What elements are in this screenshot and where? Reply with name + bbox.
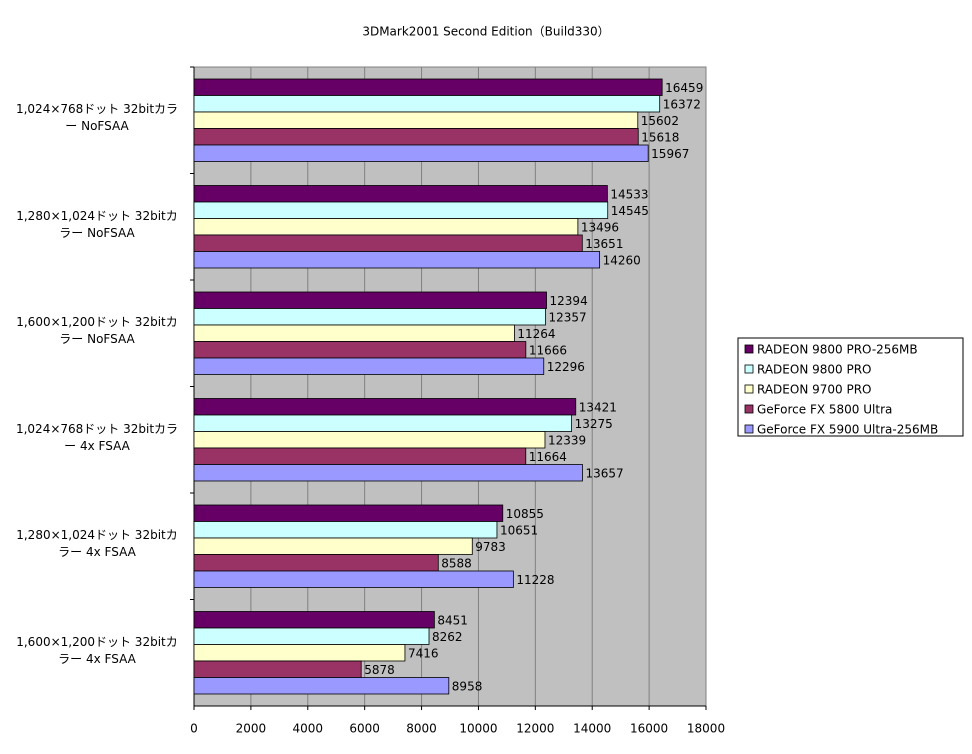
bar <box>193 95 661 113</box>
bar <box>193 677 450 695</box>
bar <box>193 554 439 572</box>
bar <box>193 398 577 416</box>
y-tick-label: 1,280×1,024ドット 32bitカラー 4x FSAA <box>16 528 178 560</box>
value-label: 13651 <box>585 237 623 251</box>
bar <box>193 504 504 522</box>
value-label: 11264 <box>517 327 555 341</box>
value-label: 15967 <box>651 147 689 161</box>
x-tick-label: 18000 <box>687 722 725 736</box>
value-label: 11666 <box>529 343 567 357</box>
value-label: 15618 <box>641 130 679 144</box>
value-label: 14260 <box>603 253 641 267</box>
x-tick-label: 14000 <box>573 722 611 736</box>
value-label: 10855 <box>506 507 544 521</box>
plot-area <box>193 66 707 707</box>
bar <box>193 414 573 432</box>
legend-swatch <box>744 424 754 434</box>
bar <box>193 201 609 219</box>
bar <box>193 291 547 309</box>
chart-title: 3DMark2001 Second Edition（Build330） <box>362 25 609 39</box>
bar <box>193 431 546 449</box>
bar <box>193 341 527 359</box>
bar <box>193 611 435 629</box>
value-label: 5878 <box>364 663 395 677</box>
value-label: 14533 <box>610 187 648 201</box>
bar <box>193 324 515 342</box>
x-tick-label: 10000 <box>459 722 497 736</box>
legend-swatch <box>744 364 754 374</box>
value-label: 8588 <box>441 556 472 570</box>
bar <box>193 464 583 482</box>
legend-label: RADEON 9700 PRO <box>757 383 872 397</box>
value-label: 8262 <box>432 630 463 644</box>
legend-box <box>737 337 964 437</box>
x-tick-label: 16000 <box>630 722 668 736</box>
x-tick-label: 12000 <box>516 722 554 736</box>
value-label: 15602 <box>641 114 679 128</box>
bar <box>193 78 663 96</box>
bar <box>193 128 639 146</box>
value-label: 7416 <box>408 646 439 660</box>
bar <box>193 521 498 539</box>
bar <box>193 111 639 129</box>
bar <box>193 185 608 203</box>
value-label: 12394 <box>550 294 588 308</box>
value-label: 10651 <box>500 523 538 537</box>
value-label: 8451 <box>437 613 468 627</box>
legend-swatch <box>744 344 754 354</box>
value-label: 16459 <box>665 81 703 95</box>
value-label: 13275 <box>575 417 613 431</box>
y-tick-label: 1,280×1,024ドット 32bitカラー NoFSAA <box>16 208 178 240</box>
value-label: 12296 <box>547 360 585 374</box>
legend-label: RADEON 9800 PRO-256MB <box>757 343 918 357</box>
bar <box>193 644 406 662</box>
value-label: 14545 <box>611 204 649 218</box>
bar <box>193 660 362 678</box>
legend-swatch <box>744 404 754 414</box>
bar <box>193 218 579 236</box>
bar <box>193 447 527 465</box>
bar <box>193 251 601 269</box>
x-tick-label: 8000 <box>406 722 437 736</box>
y-tick-label: 1,600×1,200ドット 32bitカラー 4x FSAA <box>16 634 178 666</box>
legend-label: GeForce FX 5900 Ultra-256MB <box>757 423 938 437</box>
value-label: 13496 <box>581 220 619 234</box>
y-tick-label: 1,600×1,200ドット 32bitカラー NoFSAA <box>16 315 178 347</box>
value-label: 11664 <box>529 450 567 464</box>
value-label: 11228 <box>516 573 554 587</box>
value-label: 13657 <box>585 466 623 480</box>
bar <box>193 537 473 555</box>
value-label: 12339 <box>548 433 586 447</box>
x-tick-label: 4000 <box>293 722 324 736</box>
y-tick-label: 1,024×768ドット 32bitカラー 4x FSAA <box>15 421 179 453</box>
legend-label: RADEON 9800 PRO <box>757 363 872 377</box>
bar <box>193 570 514 588</box>
bar <box>193 627 430 645</box>
value-label: 9783 <box>475 540 506 554</box>
bar <box>193 144 649 162</box>
bar <box>193 357 545 375</box>
x-tick-label: 0 <box>190 722 198 736</box>
value-label: 13421 <box>579 400 617 414</box>
x-tick-label: 6000 <box>349 722 380 736</box>
bar <box>193 234 583 252</box>
x-tick-label: 2000 <box>236 722 267 736</box>
value-label: 12357 <box>548 310 586 324</box>
y-tick-label: 1,024×768ドット 32bitカラー NoFSAA <box>15 102 179 134</box>
value-label: 8958 <box>452 679 483 693</box>
value-label: 16372 <box>663 97 701 111</box>
legend-swatch <box>744 384 754 394</box>
legend-label: GeForce FX 5800 Ultra <box>757 403 892 417</box>
bar <box>193 308 546 326</box>
